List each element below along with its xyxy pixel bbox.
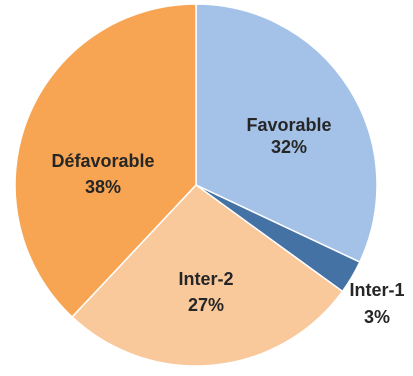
slice-label-inter-2: Inter-2 xyxy=(178,269,233,289)
slice-label-favorable: Favorable xyxy=(246,115,331,135)
pie-slice-inter-2 xyxy=(71,184,344,367)
pie-slices xyxy=(14,3,378,367)
pie-slice-favorable xyxy=(195,3,378,264)
slice-value-favorable: 32% xyxy=(271,137,307,157)
slice-value-defavorable: 38% xyxy=(85,177,121,197)
slice-value-inter-2: 27% xyxy=(188,295,224,315)
slice-value-inter-1: 3% xyxy=(364,307,390,327)
pie-slice-defavorable xyxy=(14,3,197,319)
slice-label-defavorable: Défavorable xyxy=(51,151,154,171)
slice-label-inter-1: Inter-1 xyxy=(349,280,404,300)
